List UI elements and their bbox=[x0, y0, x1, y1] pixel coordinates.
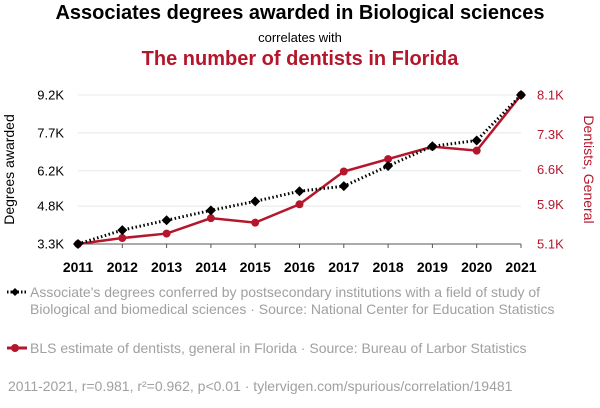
series-degrees-point bbox=[73, 239, 83, 249]
y-left-tick-label: 4.8K bbox=[37, 199, 64, 214]
chart-subtitle: correlates with bbox=[258, 30, 342, 45]
series-degrees-point bbox=[294, 186, 305, 197]
footer-stats: 2011-2021, r=0.981, r²=0.962, p<0.01 · t… bbox=[8, 378, 513, 394]
x-tick-label: 2012 bbox=[107, 259, 138, 275]
series-degrees-line bbox=[77, 93, 523, 246]
series-degrees-point bbox=[516, 90, 526, 100]
legend-label-degrees: Associate's degrees conferred by postsec… bbox=[30, 284, 555, 317]
legend-entry-degrees: Associate's degrees conferred by postsec… bbox=[6, 284, 596, 336]
series-degrees-point bbox=[471, 135, 482, 146]
series-degrees-point bbox=[161, 215, 172, 226]
series-degrees-point bbox=[383, 160, 394, 171]
line-chart: 3.3K 4.8K 6.2K 7.7K 9.2K 5.1K 5.9K 6.6K 7.3K 8.1K… bbox=[1, 88, 597, 276]
legend-key-dotted-diamond bbox=[7, 288, 27, 296]
y-right-tick-label: 8.1K bbox=[537, 88, 564, 103]
y-left-axis-title: Degrees awarded bbox=[1, 114, 17, 225]
y-right-tick-label: 5.9K bbox=[537, 197, 564, 212]
series-dentists-point bbox=[384, 155, 393, 164]
series-dentists-point bbox=[206, 214, 215, 223]
x-tick-label: 2018 bbox=[373, 259, 404, 275]
y-left-tick-label: 3.3K bbox=[37, 237, 64, 252]
series-dentists-point bbox=[339, 167, 348, 176]
chart-title-secondary: The number of dentists in Florida bbox=[141, 48, 459, 70]
x-tick-label: 2017 bbox=[328, 259, 359, 275]
y-left-tick-label: 9.2K bbox=[37, 88, 64, 103]
series-dentists-point bbox=[472, 146, 481, 155]
x-tick-label: 2013 bbox=[151, 259, 182, 275]
chart-title: Associates degrees awarded in Biological… bbox=[55, 2, 545, 24]
series-degrees-point bbox=[427, 141, 438, 152]
series-dentists-point bbox=[118, 234, 127, 243]
y-left-tick-label: 6.2K bbox=[37, 163, 64, 178]
y-left-tick-label: 7.7K bbox=[37, 125, 64, 140]
y-right-axis-title: Dentists, General bbox=[581, 115, 597, 223]
legend-entry-dentists: BLS estimate of dentists, general in Flo… bbox=[6, 340, 596, 374]
series-dentists-point bbox=[162, 229, 171, 238]
x-tick-label: 2021 bbox=[505, 259, 536, 275]
x-tick-label: 2015 bbox=[240, 259, 271, 275]
x-tick-label: 2019 bbox=[417, 259, 448, 275]
x-tick-label: 2014 bbox=[195, 259, 226, 275]
legend-label-dentists: BLS estimate of dentists, general in Flo… bbox=[30, 340, 527, 356]
series-degrees-point bbox=[250, 196, 261, 207]
y-right-tick-label: 7.3K bbox=[537, 127, 564, 142]
x-tick-label: 2011 bbox=[63, 259, 94, 275]
x-tick-label: 2016 bbox=[284, 259, 315, 275]
series-dentists-line bbox=[77, 94, 522, 246]
y-right-tick-label: 5.1K bbox=[537, 237, 564, 252]
x-tick-label: 2020 bbox=[461, 259, 492, 275]
series-dentists-point bbox=[295, 200, 304, 209]
series-degrees-point bbox=[338, 181, 349, 192]
legend-key-solid-circle bbox=[7, 344, 27, 352]
series-degrees-point bbox=[205, 205, 216, 216]
y-right-tick-label: 6.6K bbox=[537, 162, 564, 177]
series-dentists-point bbox=[251, 218, 260, 227]
series-degrees-point bbox=[117, 225, 128, 236]
